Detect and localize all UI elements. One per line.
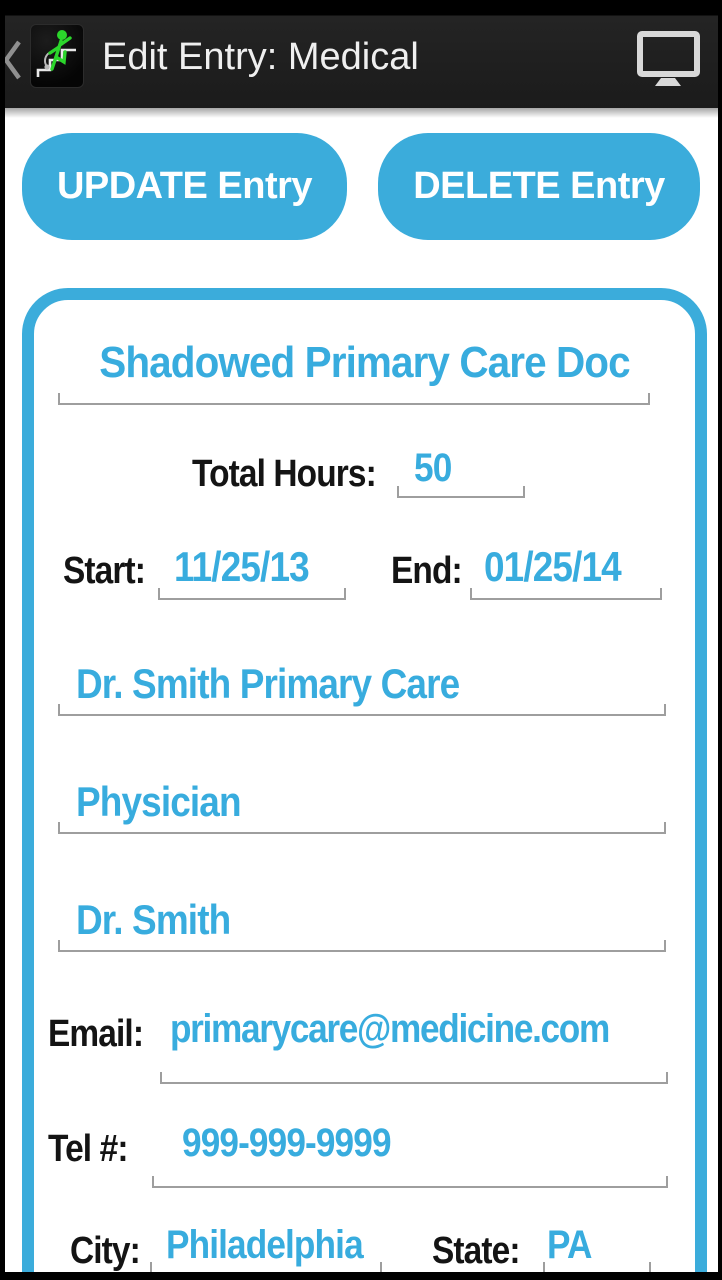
screen-edge-left [0,0,5,1280]
screen-edge-bottom [0,1272,722,1280]
total-hours-label: Total Hours: [192,453,377,495]
page-title: Edit Entry: Medical [102,36,419,78]
stairs-shape [36,48,76,77]
start-date-underline [158,588,346,600]
email-underline [160,1072,668,1084]
tel-field[interactable]: 999-999-9999 [182,1121,392,1165]
start-date-label: Start: [63,550,146,592]
contact-name-field[interactable]: Dr. Smith [76,896,231,943]
tel-underline [152,1176,668,1188]
stethoscope-bell [44,64,50,70]
update-entry-button[interactable]: UPDATE Entry [22,133,347,240]
organization-field[interactable]: Shadowed Primary Care Doc [99,338,630,387]
position-underline [58,822,666,834]
practice-name-field[interactable]: Dr. Smith Primary Care [76,660,460,707]
position-field[interactable]: Physician [76,778,242,825]
end-date-label: End: [391,550,463,592]
city-label: City: [70,1230,141,1272]
screen-edge-right [718,0,722,1280]
start-date-field[interactable]: 11/25/13 [174,543,310,590]
end-date-field[interactable]: 01/25/14 [484,543,622,590]
action-bar: Edit Entry: Medical [0,0,722,118]
total-hours-underline [397,486,525,498]
app-logo-icon[interactable] [30,24,84,88]
stethoscope-shape [44,52,50,66]
practice-name-underline [58,704,666,716]
email-field[interactable]: primarycare@medicine.com [170,1007,610,1051]
monitor-icon[interactable] [634,30,704,90]
tel-label: Tel #: [48,1128,128,1170]
delete-entry-button[interactable]: DELETE Entry [378,133,700,240]
email-label: Email: [48,1013,144,1055]
organization-underline [58,393,650,405]
contact-name-underline [58,940,666,952]
state-field[interactable]: PA [547,1223,592,1267]
city-field[interactable]: Philadelphia [166,1223,364,1267]
back-chevron-icon[interactable] [0,38,24,82]
climbing-figure-shape [48,30,72,71]
total-hours-field[interactable]: 50 [414,446,452,490]
entry-form-card: Shadowed Primary Care Doc Total Hours: 5… [22,288,707,1280]
state-label: State: [432,1230,521,1272]
end-date-underline [470,588,662,600]
